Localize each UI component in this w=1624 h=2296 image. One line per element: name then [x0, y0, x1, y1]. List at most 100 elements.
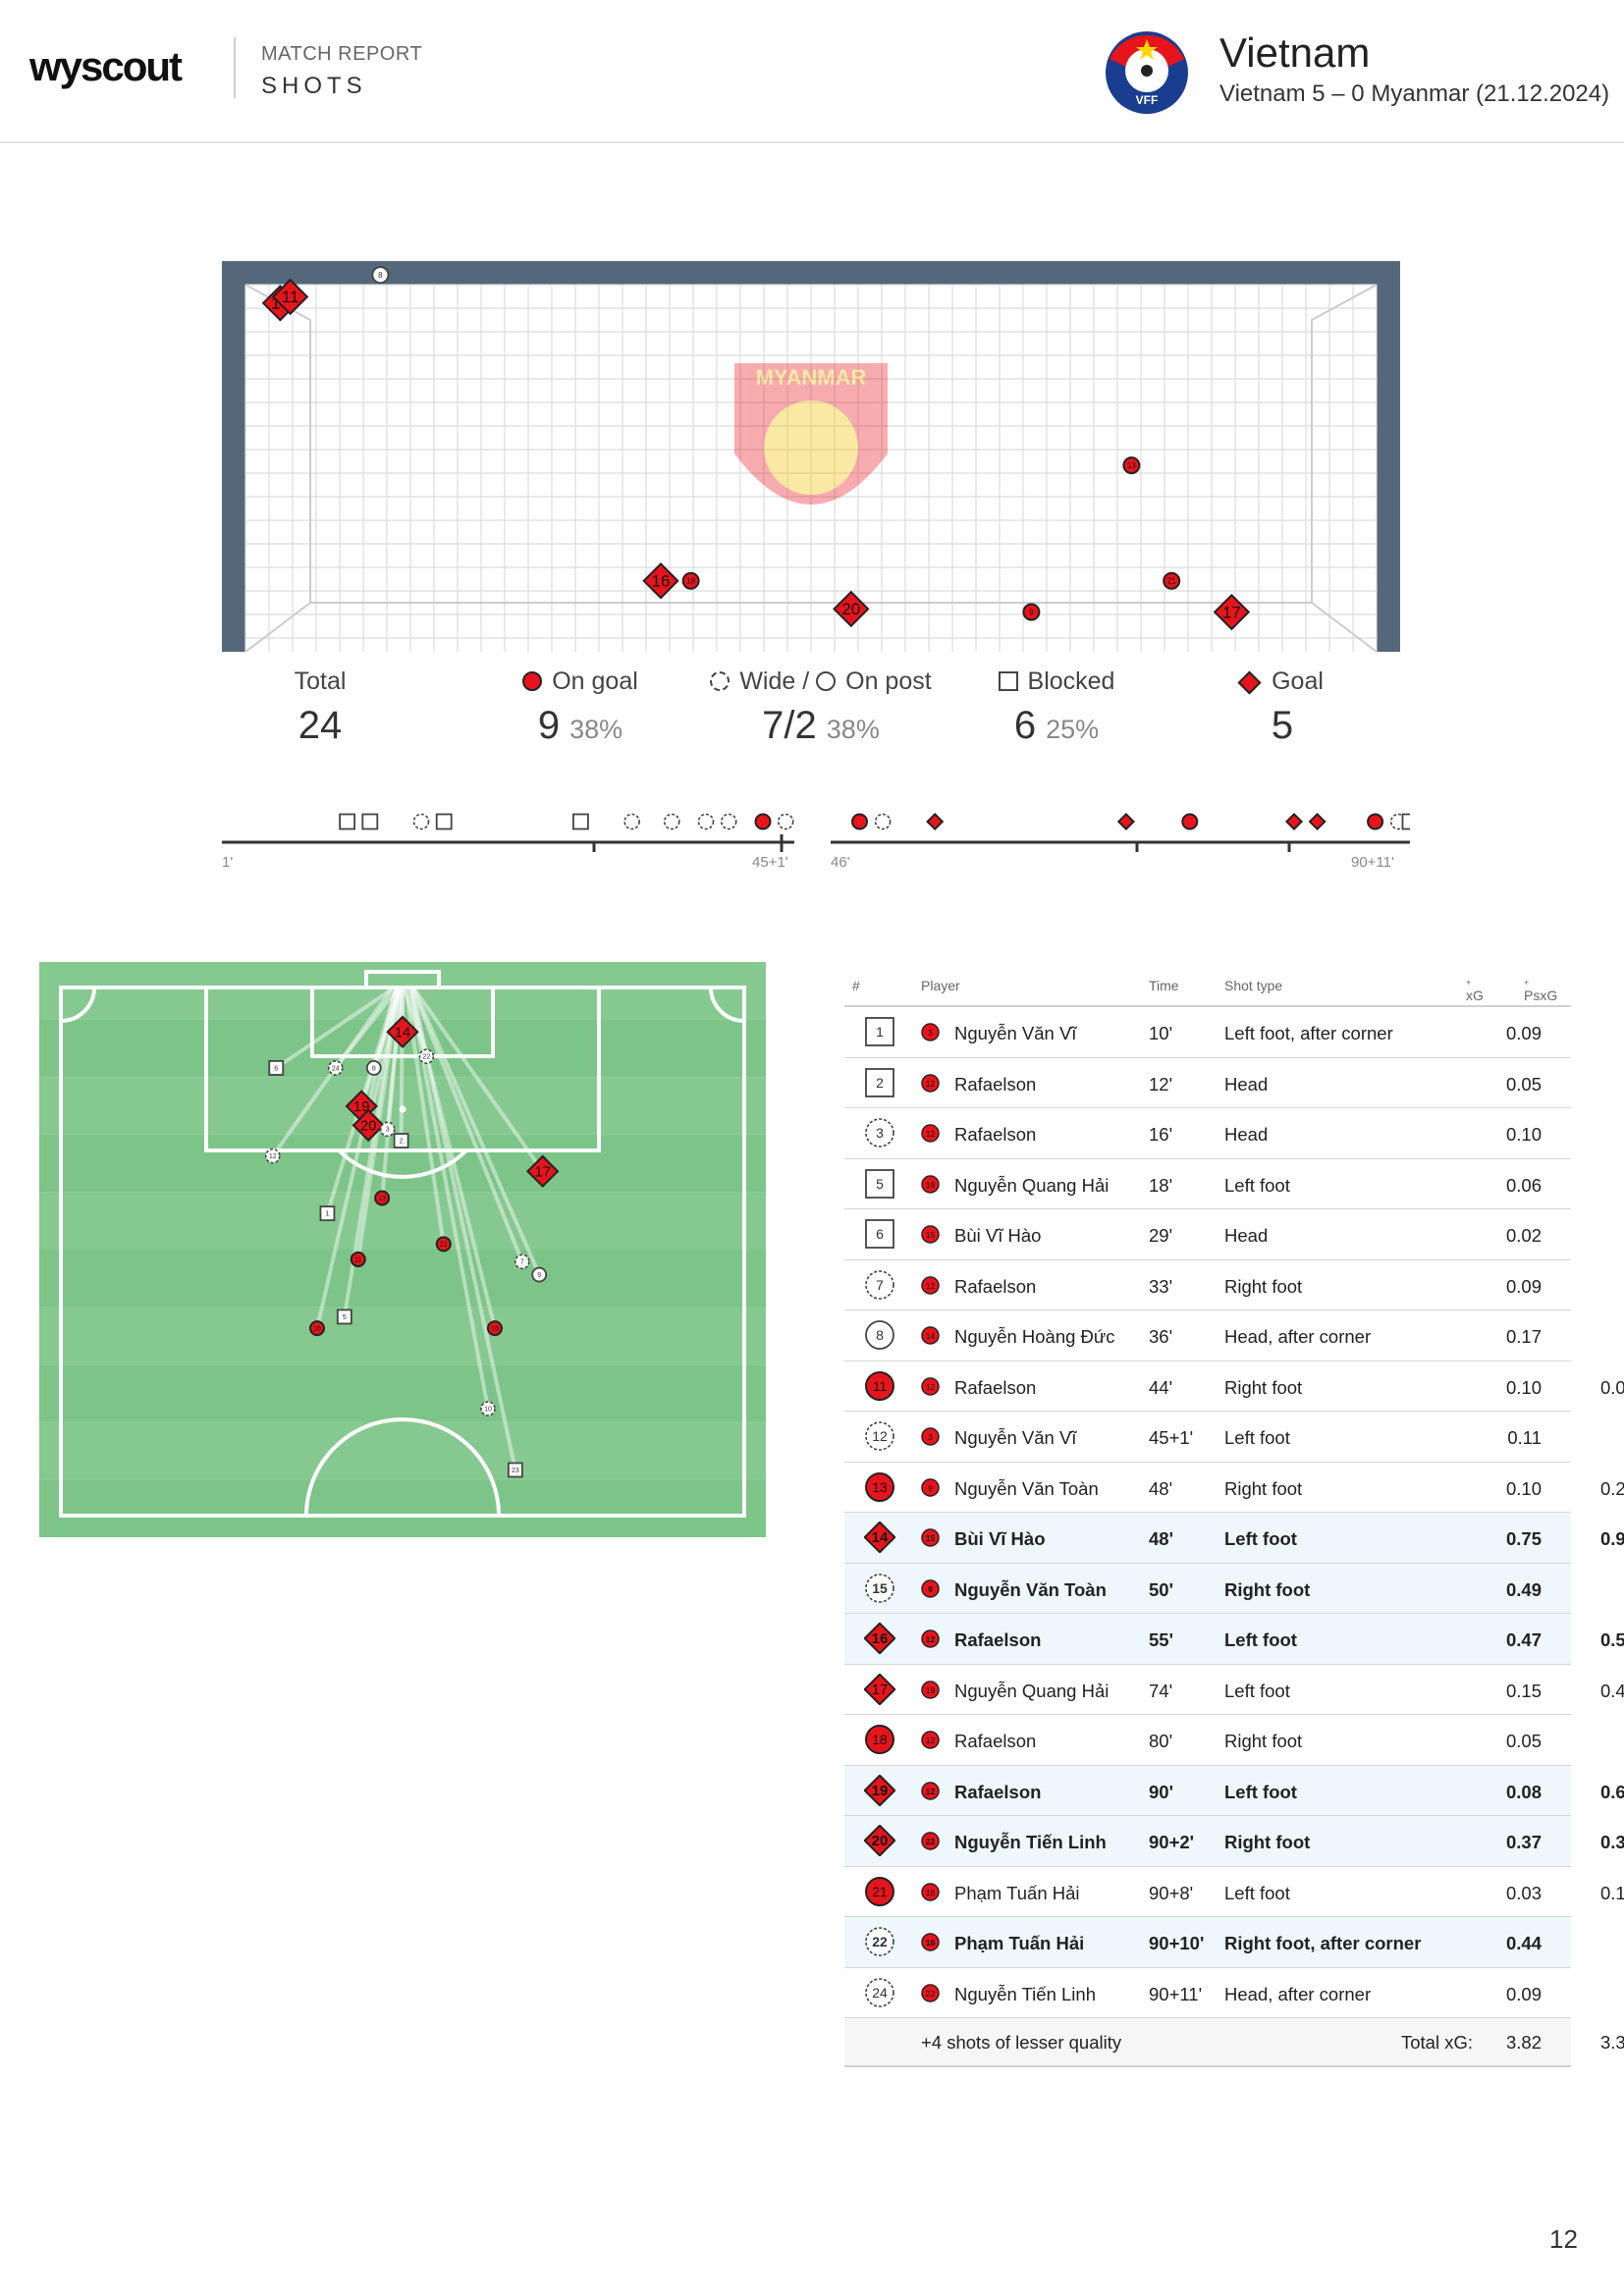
shot-number-19: 19: [864, 1774, 895, 1806]
svg-text:20: 20: [360, 1118, 377, 1135]
shot-number-marker: 5: [865, 1168, 894, 1199]
player-name: Nguyễn Quang Hải: [954, 1174, 1110, 1196]
player-number-badge: 12: [921, 1731, 940, 1749]
table-row: 13 9 Nguyễn Văn Toàn 48' Right foot 0.10 0.28: [844, 1463, 1624, 1513]
shot-number-15: 15: [865, 1573, 894, 1603]
timeline-marker: [777, 813, 794, 830]
goal-shot-11: 11: [271, 278, 309, 316]
shot-psxg: 0.96: [1599, 1528, 1624, 1549]
pitch-shot-18: 18: [486, 1320, 503, 1337]
shots-timeline: 1' 45+1' 46' 90+11': [222, 805, 1419, 883]
shot-xg: 0.44: [1505, 1933, 1542, 1953]
pitch-shot-8: 8: [365, 1060, 382, 1076]
svg-text:19: 19: [926, 1684, 936, 1694]
shot-number-marker: 3: [865, 1118, 894, 1148]
svg-text:18: 18: [872, 1732, 888, 1747]
shot-time: 44': [1149, 1376, 1173, 1398]
timeline-marker: [1181, 813, 1199, 830]
total-xg-value: 3.82: [1505, 2032, 1542, 2053]
second-half-end: 90+11': [1351, 854, 1394, 871]
crest-text: VFF: [1136, 93, 1159, 107]
shot-xg: 0.75: [1505, 1528, 1542, 1549]
pitch-shot-14: 14: [386, 1015, 419, 1048]
shot-psxg: -: [1512, 1225, 1624, 1247]
col-num: #: [852, 978, 860, 993]
shot-xg: 0.05: [1505, 1073, 1542, 1095]
shot-type: Head, after corner: [1224, 1326, 1372, 1347]
page-number: 12: [1549, 2224, 1578, 2254]
svg-text:17: 17: [1222, 603, 1241, 621]
shot-type: Right foot, after corner: [1224, 1933, 1422, 1953]
goal-shot-21: 21: [1163, 571, 1181, 590]
table-row: 21 16 Phạm Tuấn Hải 90+8' Left foot 0.03 0.12: [844, 1867, 1624, 1917]
shot-xg: 0.10: [1505, 1376, 1542, 1398]
svg-text:6: 6: [274, 1065, 278, 1072]
table-total-row: +4 shots of lesser quality Total xG: 3.8…: [844, 2018, 1624, 2067]
goal-view: MYANMAR 2232412158714111316182092117102: [161, 187, 1451, 653]
timeline-marker: [926, 812, 945, 831]
table-row: 11 12 Rafaelson 44' Right foot 0.10 0.03: [844, 1362, 1624, 1412]
shot-psxg: 0.34: [1599, 1832, 1624, 1852]
total-value: 24: [298, 704, 343, 747]
shot-number-11: 11: [865, 1370, 894, 1401]
table-row: 8 14 Nguyễn Hoàng Đức 36' Head, after corner…: [844, 1310, 1571, 1362]
shot-psxg: -: [1512, 1124, 1624, 1146]
shot-time: 33': [1149, 1275, 1173, 1297]
shot-number-marker: 2: [865, 1067, 894, 1097]
shot-xg: 0.11: [1507, 1427, 1542, 1448]
match-line: Vietnam 5 – 0 Myanmar (21.12.2024): [1219, 80, 1610, 107]
col-time: Time: [1149, 978, 1179, 993]
shot-type: Left foot: [1224, 1174, 1290, 1196]
col-player: Player: [921, 978, 960, 993]
table-body: 1 3 Nguyễn Văn Vĩ 10' Left foot, after corne…: [844, 1007, 1624, 2018]
svg-text:22: 22: [422, 1054, 430, 1061]
blocked-label: Blocked: [1027, 667, 1115, 695]
svg-text:2: 2: [400, 1138, 404, 1145]
pitch-shot-10: 10: [480, 1401, 496, 1416]
shot-xg: 0.15: [1505, 1680, 1542, 1701]
timeline-marker: [663, 813, 680, 830]
shot-time: 36': [1149, 1326, 1173, 1347]
total-xg-label: Total xG:: [1401, 2032, 1473, 2053]
player-name: Nguyễn Văn Vĩ: [954, 1427, 1077, 1448]
svg-text:22: 22: [872, 1934, 888, 1949]
player-number-badge: 12: [921, 1781, 940, 1800]
summary-goal: Goal 5: [1223, 667, 1341, 748]
on-goal-icon: [522, 671, 543, 691]
player-number-badge: 9: [921, 1578, 940, 1598]
goal-shot-20: 20: [833, 590, 870, 628]
col-psxg: PsxG +: [1524, 978, 1558, 1003]
player-number-badge: 12: [921, 1124, 940, 1143]
svg-text:3: 3: [876, 1125, 884, 1141]
pitch-shot-24: 24: [327, 1060, 344, 1076]
table-row: 16 12 Rafaelson 55' Left foot 0.47 0.54: [844, 1614, 1624, 1665]
svg-text:13: 13: [872, 1478, 888, 1494]
shot-number-12: 12: [865, 1421, 894, 1451]
shot-xg: 0.49: [1505, 1578, 1542, 1600]
summary-wide-post: Wide / On post 7/2 38%: [693, 667, 948, 748]
svg-text:12: 12: [926, 1634, 936, 1644]
shot-type: Head: [1224, 1124, 1269, 1145]
player-number-badge: 22: [921, 1832, 940, 1850]
player-number-badge: 3: [921, 1023, 940, 1041]
shot-number-marker: 22: [865, 1927, 894, 1956]
timeline-marker: [1308, 812, 1326, 831]
shot-number-marker: 16: [864, 1623, 895, 1654]
shot-number-marker: 17: [864, 1673, 895, 1705]
shot-time: 50': [1149, 1578, 1173, 1600]
shot-time: 90+2': [1149, 1832, 1195, 1852]
on-post-icon: [816, 671, 837, 691]
shot-number-13: 13: [865, 1471, 894, 1502]
svg-text:12: 12: [926, 1735, 936, 1745]
shot-type: Left foot: [1224, 1781, 1297, 1802]
shot-psxg: 0.46: [1599, 1680, 1624, 1701]
pitch-shot-1: 1: [319, 1205, 336, 1222]
shot-type: Right foot: [1224, 1275, 1303, 1297]
on-goal-label: On goal: [552, 667, 638, 695]
player-number-badge: 19: [921, 1680, 940, 1699]
svg-text:12: 12: [926, 1381, 936, 1391]
timeline-marker: [1284, 812, 1304, 831]
